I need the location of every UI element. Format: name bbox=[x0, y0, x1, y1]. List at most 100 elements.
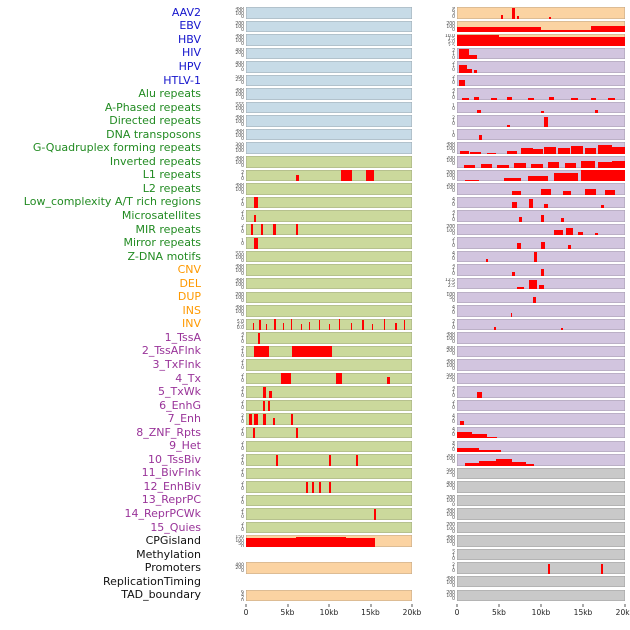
signal-bar bbox=[272, 418, 275, 425]
signal-bar bbox=[457, 26, 541, 33]
signal-bar bbox=[532, 149, 543, 154]
signal-bar bbox=[499, 36, 625, 46]
track-row-cpgisland: CPGisland2001501005003002001000 bbox=[0, 534, 630, 548]
signal-bar bbox=[608, 98, 615, 100]
signal-bar bbox=[598, 145, 612, 154]
track-plot-right bbox=[457, 128, 625, 141]
y-axis-tick-label: 0 bbox=[452, 106, 455, 112]
x-axis-tick-label: 15kb bbox=[573, 608, 593, 618]
signal-bar bbox=[465, 462, 479, 466]
track-row-methylation: Methylation 3 2 1 0 bbox=[0, 548, 630, 562]
track-plot-left bbox=[246, 210, 412, 222]
y-axis-tick-label: 9 bbox=[452, 7, 455, 11]
track-label: Promoters bbox=[144, 561, 201, 575]
y-axis-tick-label: 0 bbox=[452, 568, 455, 574]
y-axis-tick-label: 250 bbox=[235, 77, 244, 83]
y-axis-tick-label: 400 bbox=[235, 47, 244, 53]
track-label: AAV2 bbox=[171, 5, 201, 19]
y-axis-tick-label: 200 bbox=[235, 89, 244, 95]
left-y-axis-ticks: 300 200 100 0 bbox=[204, 115, 246, 127]
y-axis-tick-label: 4 bbox=[452, 250, 455, 256]
y-axis-tick-label: 3 bbox=[452, 264, 455, 268]
y-axis-tick-label: 1 bbox=[241, 226, 244, 232]
y-axis-tick-label: 1 bbox=[452, 565, 455, 571]
y-axis-tick-label: 12.5 bbox=[445, 34, 455, 36]
signal-bar bbox=[458, 79, 466, 87]
signal-bar bbox=[254, 214, 257, 222]
y-axis-tick-label: 0 bbox=[452, 583, 455, 588]
y-axis-tick-label: 2 bbox=[452, 237, 455, 243]
signal-bar bbox=[305, 482, 308, 493]
signal-bar bbox=[541, 269, 544, 276]
signal-bar bbox=[571, 98, 578, 100]
x-axis-tick-mark bbox=[287, 604, 288, 608]
signal-bar bbox=[472, 434, 488, 439]
track-row-6-enhg: 6_EnhG 2 1 0 2 1 0 bbox=[0, 399, 630, 413]
y-axis-tick-label: 300 bbox=[235, 156, 244, 160]
signal-bar bbox=[319, 482, 322, 493]
y-axis-tick-label: 6 bbox=[452, 8, 455, 14]
track-label: 14_ReprPCWk bbox=[124, 507, 201, 520]
y-axis-tick-label: 200 bbox=[446, 523, 455, 529]
y-axis-tick-label: 2 bbox=[452, 199, 455, 205]
y-axis-tick-label: 2 bbox=[452, 387, 455, 393]
signal-bar bbox=[611, 146, 625, 154]
signal-bar bbox=[541, 189, 552, 195]
y-axis-tick-label: 50 bbox=[449, 296, 455, 302]
right-x-axis: 0 5kb 10kb 15kb 20kb bbox=[454, 604, 630, 620]
y-axis-tick-label: 1 bbox=[452, 323, 455, 329]
y-axis-tick-label: 3 bbox=[452, 548, 455, 553]
y-axis-tick-label: 150 bbox=[446, 291, 455, 296]
signal-bar bbox=[295, 428, 298, 439]
y-axis-tick-label: 0 bbox=[241, 528, 244, 534]
track-plot-left bbox=[246, 7, 412, 19]
signal-bar bbox=[350, 323, 352, 331]
y-axis-tick-label: 100 bbox=[446, 513, 455, 518]
y-axis-tick-label: 0 bbox=[452, 162, 455, 168]
y-axis-tick-label: 1 bbox=[452, 214, 455, 220]
y-axis-tick-label: 0 bbox=[452, 379, 455, 385]
track-label: Alu repeats bbox=[138, 87, 201, 101]
y-axis-tick-label: 3 bbox=[241, 169, 244, 174]
track-plot-left bbox=[246, 345, 412, 358]
track-row-aav2: AAV2 300 200 100 0 9 6 3 0 bbox=[0, 6, 630, 20]
y-axis-tick-label: 0 bbox=[241, 67, 244, 73]
signal-bar bbox=[473, 70, 478, 73]
y-axis-tick-label: 300 bbox=[235, 20, 244, 25]
y-axis-tick-label: 200 bbox=[446, 537, 455, 542]
track-row-alu-repeats: Alu repeats 300 200 100 0 3 2 1 0 bbox=[0, 87, 630, 101]
track-plot-left bbox=[246, 548, 412, 561]
signal-bar bbox=[562, 190, 572, 195]
signal-bar bbox=[267, 401, 270, 412]
signal-bar bbox=[465, 179, 479, 182]
signal-bar bbox=[507, 124, 510, 127]
y-axis-tick-label: 1 bbox=[452, 118, 455, 124]
y-axis-tick-label: 200 bbox=[446, 454, 455, 460]
track-row-8-znf-rpts: 8_ZNF_Rpts 2 1 0 4 2 0 bbox=[0, 426, 630, 440]
y-axis-tick-label: 2 bbox=[241, 467, 244, 473]
track-label: 2_TssAFlnk bbox=[141, 344, 201, 358]
y-axis-tick-label: 0 bbox=[452, 96, 455, 100]
track-row-7-enh: 7_Enh 2 1 0 4 2 0 bbox=[0, 412, 630, 426]
track-plot-left bbox=[246, 318, 412, 331]
signal-bar bbox=[529, 198, 534, 209]
track-plot-left bbox=[246, 359, 412, 371]
y-axis-tick-label: 0 bbox=[241, 242, 244, 248]
y-axis-tick-label: 0 bbox=[241, 394, 244, 398]
track-plot-right bbox=[457, 386, 625, 398]
y-axis-tick-label: 1 bbox=[241, 470, 244, 476]
signal-bar bbox=[460, 421, 464, 425]
track-plot-right bbox=[457, 426, 625, 439]
y-axis-tick-label: 200 bbox=[235, 50, 244, 56]
y-axis-tick-label: 300 bbox=[235, 101, 244, 106]
y-axis-tick-label: 3 bbox=[241, 386, 244, 390]
x-axis-tick-label: 0 bbox=[454, 608, 460, 618]
track-plot-left bbox=[246, 47, 412, 60]
y-axis-tick-label: 0 bbox=[241, 81, 244, 87]
